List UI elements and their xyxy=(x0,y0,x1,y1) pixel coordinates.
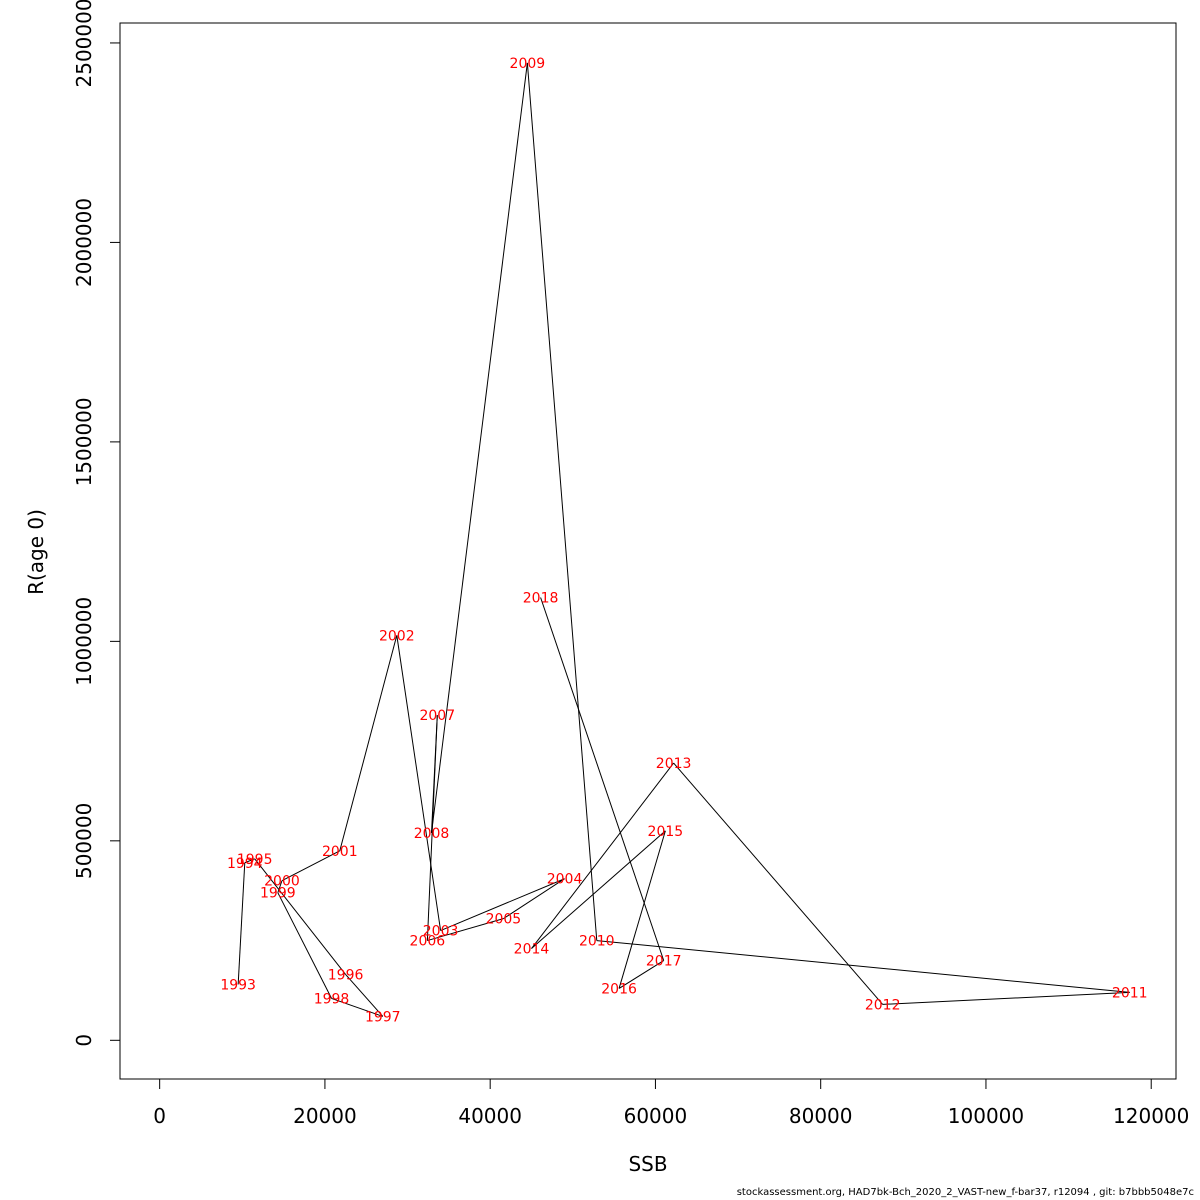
point-label-2015: 2015 xyxy=(648,824,684,840)
x-tick-label: 20000 xyxy=(293,1104,357,1128)
trajectory-segment xyxy=(345,974,384,1017)
point-label-2011: 2011 xyxy=(1112,985,1148,1001)
point-label-2013: 2013 xyxy=(656,756,692,772)
point-label-1993: 1993 xyxy=(220,977,256,993)
point-label-2005: 2005 xyxy=(486,912,522,928)
trajectory-segment xyxy=(526,62,598,941)
x-tick-label: 120000 xyxy=(1113,1104,1189,1128)
point-label-2004: 2004 xyxy=(547,872,583,888)
trajectory-segment xyxy=(254,858,346,975)
point-label-2006: 2006 xyxy=(410,934,446,950)
y-tick-label: 1000000 xyxy=(72,597,96,686)
point-label-2000: 2000 xyxy=(264,874,300,890)
y-axis: 0 500000 1000000 1500000 2000000 2500000 xyxy=(72,0,121,1047)
point-label-2002: 2002 xyxy=(379,628,415,644)
point-label-1998: 1998 xyxy=(314,991,350,1007)
trajectory-segment xyxy=(673,762,884,1005)
x-axis-title: SSB xyxy=(628,1152,667,1176)
point-label-1997: 1997 xyxy=(365,1009,401,1025)
trajectory-segment xyxy=(503,878,565,920)
point-label-2001: 2001 xyxy=(322,844,358,860)
trajectory-segment xyxy=(244,858,255,864)
y-tick-label: 0 xyxy=(72,1034,96,1047)
y-tick-label: 2500000 xyxy=(72,0,96,87)
trajectory-segment xyxy=(440,878,565,932)
trajectory-segment xyxy=(281,850,341,882)
trajectory-segment xyxy=(618,960,664,989)
trajectory-segment xyxy=(431,715,438,833)
point-label-2007: 2007 xyxy=(419,708,455,724)
point-label-2014: 2014 xyxy=(514,942,550,958)
trajectory-segment xyxy=(427,918,504,942)
x-tick-label: 0 xyxy=(153,1104,166,1128)
y-tick-label: 1500000 xyxy=(72,397,96,486)
trajectory-segment xyxy=(618,830,666,989)
point-label-2009: 2009 xyxy=(510,56,546,72)
point-label-2003: 2003 xyxy=(423,924,459,940)
trajectory-segment xyxy=(339,635,398,851)
footer-credit: stockassessment.org, HAD7bk-Bch_2020_2_V… xyxy=(736,1187,1194,1198)
point-label-2017: 2017 xyxy=(646,954,682,970)
point-label-1994: 1994 xyxy=(227,856,263,872)
point-label-1999: 1999 xyxy=(260,886,296,902)
trajectory-segment xyxy=(396,635,442,931)
x-tick-label: 80000 xyxy=(789,1104,853,1128)
point-label-2012: 2012 xyxy=(865,997,901,1013)
trajectory-segment xyxy=(277,892,332,999)
trajectory-segment xyxy=(531,762,675,949)
x-tick-label: 100000 xyxy=(948,1104,1024,1128)
y-tick-label: 2000000 xyxy=(72,198,96,287)
point-label-2016: 2016 xyxy=(601,981,637,997)
trajectory-segment xyxy=(331,997,383,1017)
point-label-2010: 2010 xyxy=(579,934,615,950)
trajectory-segment xyxy=(237,862,246,985)
trajectory-segment xyxy=(431,62,528,833)
point-label-2008: 2008 xyxy=(414,826,450,842)
trajectory-lines xyxy=(237,62,1130,1017)
x-tick-label: 60000 xyxy=(624,1104,688,1128)
point-label-2018: 2018 xyxy=(523,590,559,606)
x-axis: 0 20000 40000 60000 80000 100000 120000 xyxy=(153,1078,1189,1128)
y-axis-title: R(age 0) xyxy=(24,509,48,595)
x-tick-label: 40000 xyxy=(458,1104,522,1128)
y-tick-label: 500000 xyxy=(72,803,96,879)
point-label-1996: 1996 xyxy=(328,967,364,983)
trajectory-segment xyxy=(277,880,283,893)
trajectory-segment xyxy=(531,830,666,949)
plot-frame xyxy=(119,22,1177,1080)
trajectory-segment xyxy=(596,940,1130,993)
point-label-1995: 1995 xyxy=(237,852,273,868)
trajectory-segment xyxy=(540,597,665,961)
trajectory-segment xyxy=(882,991,1130,1005)
